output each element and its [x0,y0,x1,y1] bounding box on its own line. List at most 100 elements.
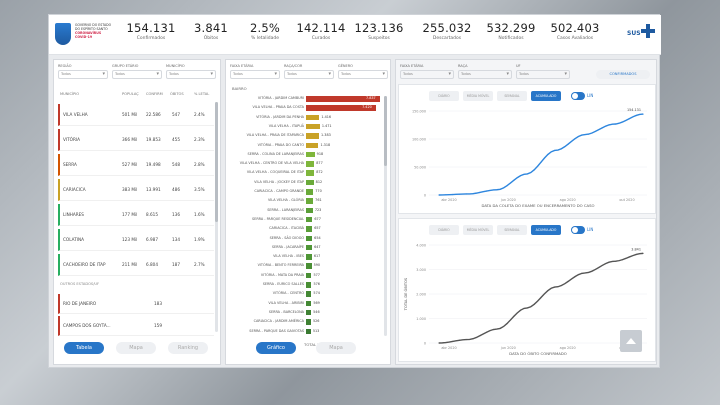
data-point[interactable] [486,190,488,192]
bar-chart-scrollbar[interactable] [384,96,387,336]
chart-tab[interactable]: SEMANAL [497,225,527,235]
table-row[interactable]: SERRA 527 Mil 19.498 548 2.8% [58,154,214,176]
data-point[interactable] [642,113,644,115]
filter-dropdown[interactable]: GRUPO ETÁRIO Todos [112,64,162,82]
data-point[interactable] [486,331,488,333]
table-row[interactable]: CAMPOS DOS GOYTA... 159 [58,316,214,336]
filter-select[interactable]: Todos [400,70,454,79]
data-point[interactable] [438,194,440,196]
filter-dropdown[interactable]: MUNICÍPIO Todos [166,64,216,82]
data-point[interactable] [492,328,494,331]
data-point[interactable] [635,114,637,117]
data-point[interactable] [554,286,556,288]
bar[interactable] [306,328,311,334]
scale-toggle[interactable] [571,92,585,100]
data-point[interactable] [472,193,474,195]
data-point[interactable] [567,143,569,145]
data-point[interactable] [458,339,460,341]
bar[interactable] [306,142,319,148]
bar[interactable] [306,96,380,102]
data-point[interactable] [574,138,576,140]
bar[interactable] [306,226,313,232]
bar[interactable] [306,105,377,111]
data-point[interactable] [465,193,467,195]
scroll-to-top-button[interactable] [620,330,642,352]
data-point[interactable] [540,161,542,163]
data-point[interactable] [520,309,522,311]
data-point[interactable] [520,175,522,177]
table-row[interactable]: COLATINA 123 Mil 6.987 134 1.9% [58,229,214,251]
data-point[interactable] [547,153,549,156]
table-row[interactable]: VITÓRIA 366 Mil 19.853 455 2.3% [58,129,214,151]
chart-tab[interactable]: DIÁRIO [429,91,459,101]
data-point[interactable] [465,338,467,341]
data-point[interactable] [601,264,603,267]
chart-view-button[interactable]: Gráfico [256,342,296,354]
chart-tab[interactable]: SEMANAL [497,91,527,101]
map-view-button[interactable]: Mapa [316,342,356,354]
bar[interactable] [306,114,320,121]
table-row[interactable]: CACHOEIRO DE ITAP 211 Mil 6.804 187 2.7% [58,254,214,276]
bar[interactable] [306,300,312,307]
data-point[interactable] [560,284,562,287]
data-point[interactable] [438,342,440,344]
data-point[interactable] [492,189,494,191]
column-header[interactable]: CONFIRM [146,92,163,96]
filter-select[interactable]: Todos [112,70,162,79]
bar[interactable] [306,282,312,288]
data-point[interactable] [513,179,515,181]
data-point[interactable] [452,340,454,343]
map-view-button[interactable]: Mapa [116,342,156,354]
data-point[interactable] [533,169,535,171]
column-header[interactable]: POPULAÇ [122,92,139,96]
data-point[interactable] [608,124,610,126]
filter-select[interactable]: Todos [230,70,280,79]
filter-select[interactable]: Todos [458,70,512,79]
data-point[interactable] [622,121,624,123]
bar[interactable] [306,254,312,260]
chart-tab[interactable]: ACUMULADO [531,225,561,235]
bar[interactable] [306,235,313,241]
filter-dropdown[interactable]: RAÇA Todos [458,64,512,82]
filter-select[interactable]: Todos [166,70,216,79]
chart-tab[interactable]: DIÁRIO [429,225,459,235]
confirmed-filter-button[interactable]: CONFIRMADOS [596,70,650,79]
data-point[interactable] [499,327,501,330]
bar[interactable] [306,291,312,297]
data-point[interactable] [628,256,630,258]
table-row[interactable]: CARIACICA 383 Mil 13.991 486 3.5% [58,179,214,201]
bar[interactable] [306,319,311,325]
data-point[interactable] [472,338,474,340]
data-point[interactable] [526,307,528,309]
data-point[interactable] [479,335,481,337]
column-header[interactable]: MUNICÍPIO [60,92,80,96]
table-row[interactable]: RIO DE JANEIRO 183 [58,294,214,314]
data-point[interactable] [642,252,644,254]
table-scrollbar[interactable] [215,102,218,332]
column-header[interactable]: ÓBITOS [170,92,184,96]
ranking-view-button[interactable]: Ranking [168,342,208,354]
data-point[interactable] [574,276,576,278]
data-point[interactable] [547,290,549,292]
bar[interactable] [306,198,314,204]
filter-dropdown[interactable]: GÊNERO Todos [338,64,388,82]
bar[interactable] [306,161,315,167]
bar[interactable] [306,123,320,130]
chart-tab[interactable]: MÉDIA MÓVEL [463,225,493,235]
data-point[interactable] [581,134,583,136]
table-row[interactable]: LINHARES 177 Mil 8.615 136 1.6% [58,204,214,226]
data-point[interactable] [628,118,630,120]
data-point[interactable] [581,272,583,274]
table-row[interactable]: VILA VELHA 501 Mil 22.586 547 2.4% [58,104,214,126]
bar[interactable] [306,179,314,186]
data-point[interactable] [635,253,637,256]
bar[interactable] [306,272,312,279]
filter-dropdown[interactable]: FAIXA ETÁRIA Todos [230,64,280,82]
bar[interactable] [306,244,313,251]
data-point[interactable] [445,341,447,344]
data-point[interactable] [594,130,596,133]
data-point[interactable] [540,296,542,299]
data-point[interactable] [588,133,590,135]
data-point[interactable] [458,193,460,195]
data-point[interactable] [615,260,617,262]
